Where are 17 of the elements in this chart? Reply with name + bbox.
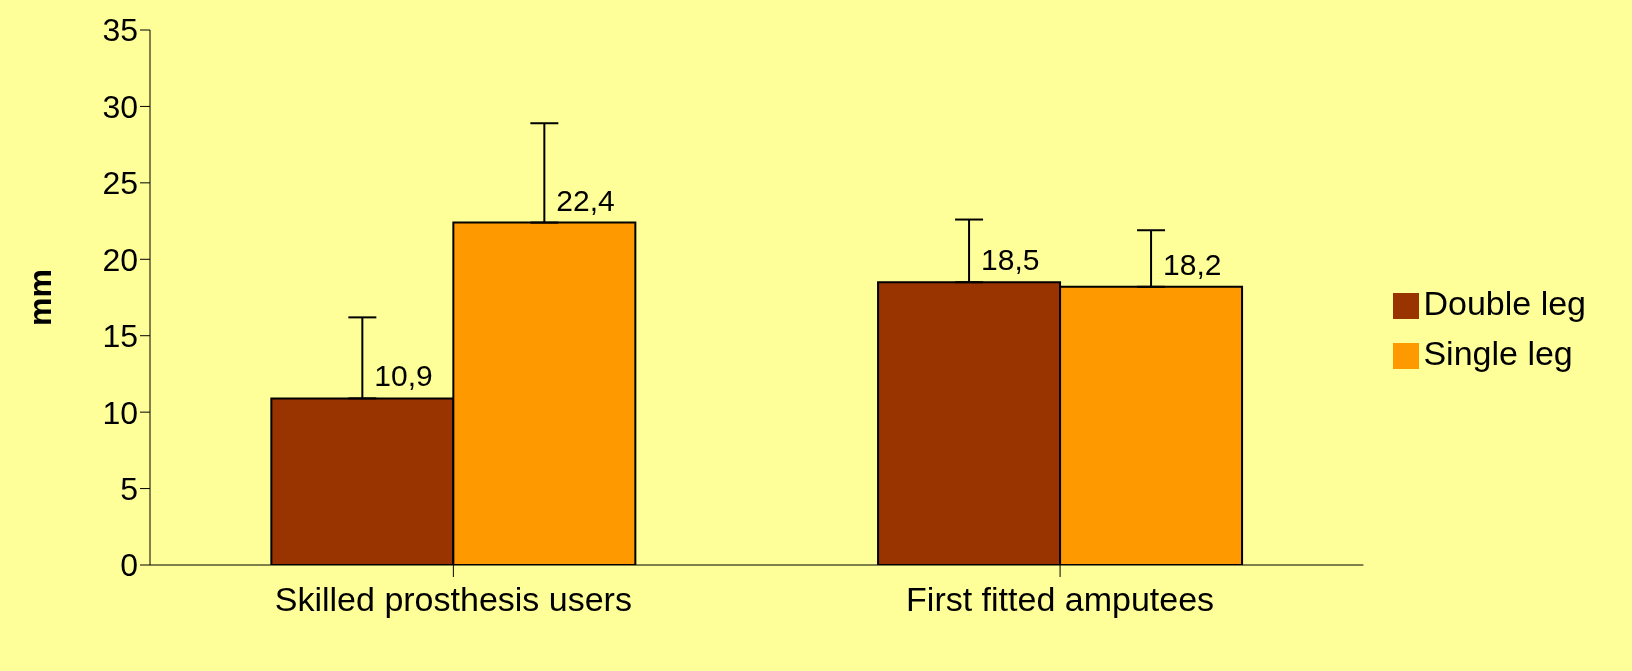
y-tick-label: 0 [120, 547, 138, 584]
data-label: 10,9 [374, 359, 433, 393]
y-axis-title: mm [22, 269, 59, 326]
x-tick-label: First fitted amputees [906, 580, 1215, 619]
y-tick-label: 20 [102, 241, 138, 278]
y-tick-label: 10 [102, 394, 138, 431]
x-tick-label: Skilled prosthesis users [274, 580, 632, 619]
y-tick-label: 5 [120, 470, 138, 507]
data-label: 18,2 [1163, 247, 1222, 281]
y-tick-label: 30 [102, 88, 138, 125]
y-tick-label: 15 [102, 318, 138, 355]
legend-label: Single leg [1423, 333, 1573, 372]
y-tick-label: 35 [102, 12, 138, 49]
data-label: 22,4 [556, 183, 615, 217]
legend-label: Double leg [1423, 283, 1586, 322]
y-tick-label: 25 [102, 165, 138, 202]
data-label: 18,5 [981, 243, 1040, 277]
